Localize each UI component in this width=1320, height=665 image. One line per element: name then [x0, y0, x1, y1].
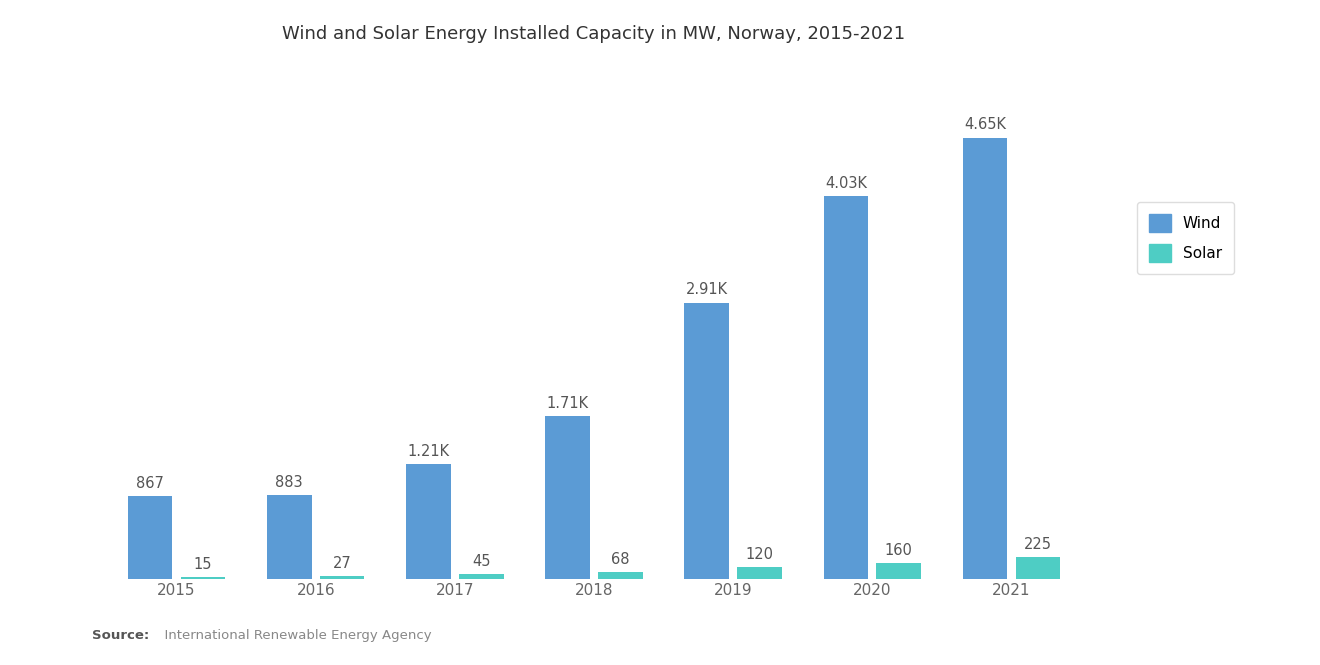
Text: 883: 883 [276, 475, 304, 489]
Text: 15: 15 [194, 557, 213, 572]
Bar [738, 567, 781, 579]
Bar [962, 138, 1007, 579]
Text: 225: 225 [1024, 537, 1052, 552]
Bar [128, 496, 173, 579]
Bar [545, 416, 590, 579]
Bar [876, 563, 921, 579]
Text: 4.03K: 4.03K [825, 176, 867, 192]
Text: 120: 120 [746, 547, 774, 562]
Bar [319, 576, 364, 579]
Text: 160: 160 [884, 543, 912, 558]
Bar [459, 575, 503, 579]
Bar [181, 577, 226, 579]
Bar [1015, 557, 1060, 579]
Bar [685, 303, 729, 579]
Text: International Renewable Energy Agency: International Renewable Energy Agency [156, 628, 432, 642]
Text: Source:: Source: [92, 628, 149, 642]
Bar [598, 572, 643, 579]
Title: Wind and Solar Energy Installed Capacity in MW, Norway, 2015-2021: Wind and Solar Energy Installed Capacity… [282, 25, 906, 43]
Text: 2.91K: 2.91K [685, 283, 727, 297]
Text: 867: 867 [136, 476, 164, 491]
Legend: Wind, Solar: Wind, Solar [1137, 202, 1234, 274]
Text: 68: 68 [611, 552, 630, 567]
Text: 1.71K: 1.71K [546, 396, 589, 411]
Text: 4.65K: 4.65K [964, 118, 1006, 132]
Text: 45: 45 [473, 554, 491, 569]
Text: 27: 27 [333, 556, 351, 571]
Text: 1.21K: 1.21K [408, 444, 450, 459]
Bar [267, 495, 312, 579]
Bar [407, 464, 450, 579]
Bar [824, 196, 869, 579]
